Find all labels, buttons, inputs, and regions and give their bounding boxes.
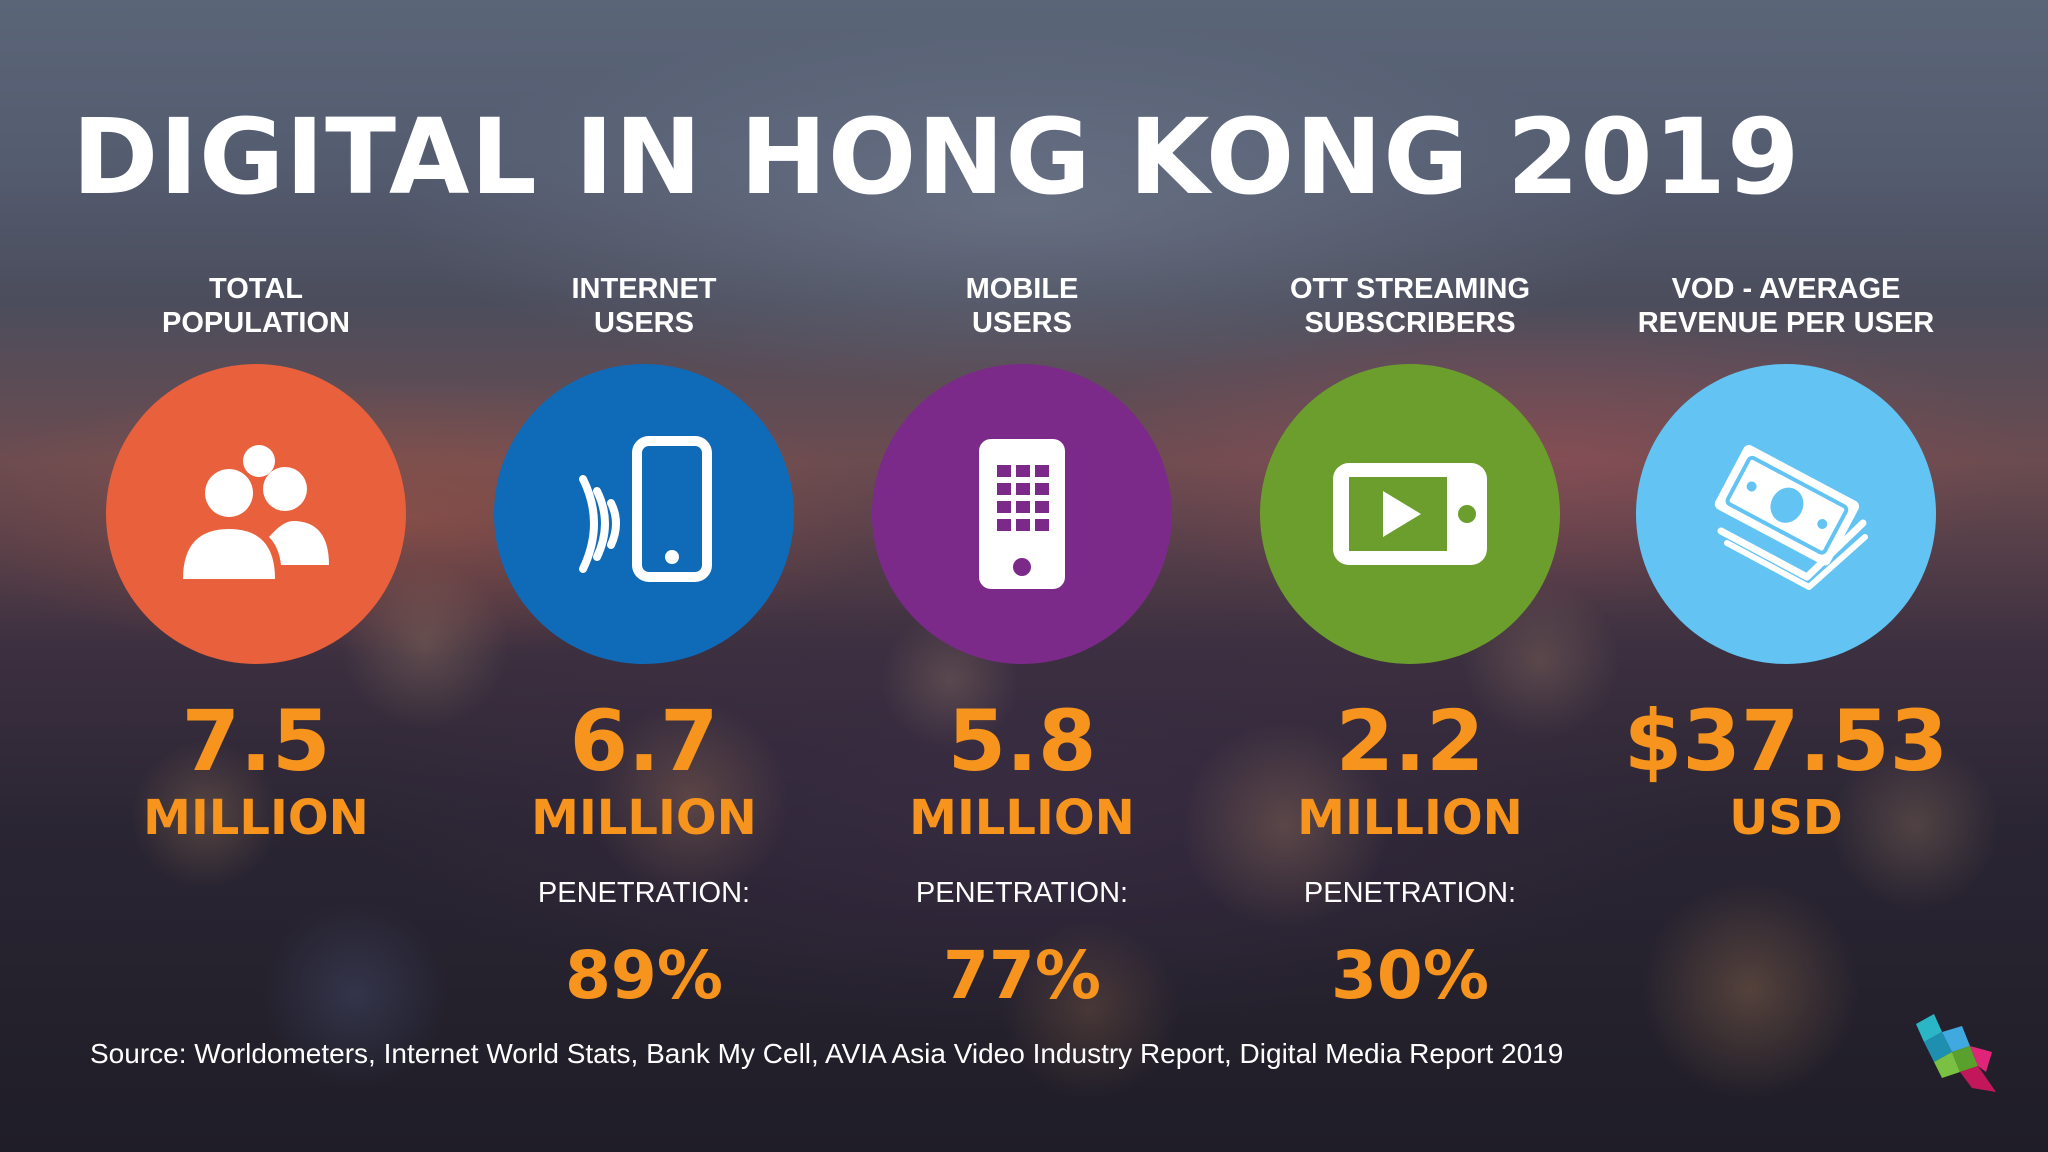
page-title: DIGITAL IN HONG KONG 2019 xyxy=(72,96,1801,218)
stat-value: 6.7 xyxy=(569,692,719,790)
stat-value: 5.8 xyxy=(947,692,1097,790)
stat-unit: MILLION xyxy=(1297,790,1523,846)
people-icon xyxy=(183,445,329,579)
stat-vod-arpu: VOD - AVERAGE REVENUE PER USER $37.53 US… xyxy=(1616,272,1956,846)
penetration-value: 30% xyxy=(1331,937,1489,1014)
penetration-label: PENETRATION: xyxy=(1303,877,1517,909)
source-note: Source: Worldometers, Internet World Sta… xyxy=(90,1038,1564,1069)
penetration-value: 77% xyxy=(943,937,1101,1014)
stat-icon-circle xyxy=(1260,364,1560,664)
phone-signal-icon xyxy=(579,436,712,582)
stat-label: TOTAL POPULATION xyxy=(162,273,350,339)
mobile-phone-icon xyxy=(979,439,1065,589)
stat-label: MOBILE USERS xyxy=(965,273,1079,339)
stat-label: OTT STREAMING SUBSCRIBERS xyxy=(1289,273,1531,339)
stat-unit: MILLION xyxy=(143,790,369,846)
video-player-icon xyxy=(1333,463,1487,565)
stat-icon-circle xyxy=(106,364,406,664)
stat-value: $37.53 xyxy=(1623,692,1949,790)
penetration-value: 89% xyxy=(565,937,723,1014)
penetration-label: PENETRATION: xyxy=(915,877,1129,909)
stat-value: 2.2 xyxy=(1335,692,1485,790)
stat-icon-circle xyxy=(872,364,1172,664)
stat-ott-streaming: OTT STREAMING SUBSCRIBERS 2.2 MILLION PE… xyxy=(1240,272,1580,1012)
stat-icon-circle xyxy=(494,364,794,664)
stat-unit: MILLION xyxy=(531,790,757,846)
stat-label: VOD - AVERAGE REVENUE PER USER xyxy=(1637,273,1935,339)
money-stack-icon xyxy=(1714,445,1868,590)
cube-logo-icon xyxy=(1916,1014,1996,1092)
stat-label: INTERNET USERS xyxy=(571,273,717,339)
stat-internet-users: INTERNET USERS 6.7 MILLION PENETRATION: … xyxy=(474,272,814,1012)
penetration-label: PENETRATION: xyxy=(537,877,751,909)
stat-value: 7.5 xyxy=(181,692,331,790)
stat-unit: MILLION xyxy=(909,790,1135,846)
stat-total-population: TOTAL POPULATION 7.5 MILLION xyxy=(86,272,426,846)
stat-icon-circle xyxy=(1636,364,1936,664)
stat-unit: USD xyxy=(1729,790,1843,846)
stat-mobile-users: MOBILE USERS 5.8 MILLION PENETRATION: 77… xyxy=(852,272,1192,1012)
